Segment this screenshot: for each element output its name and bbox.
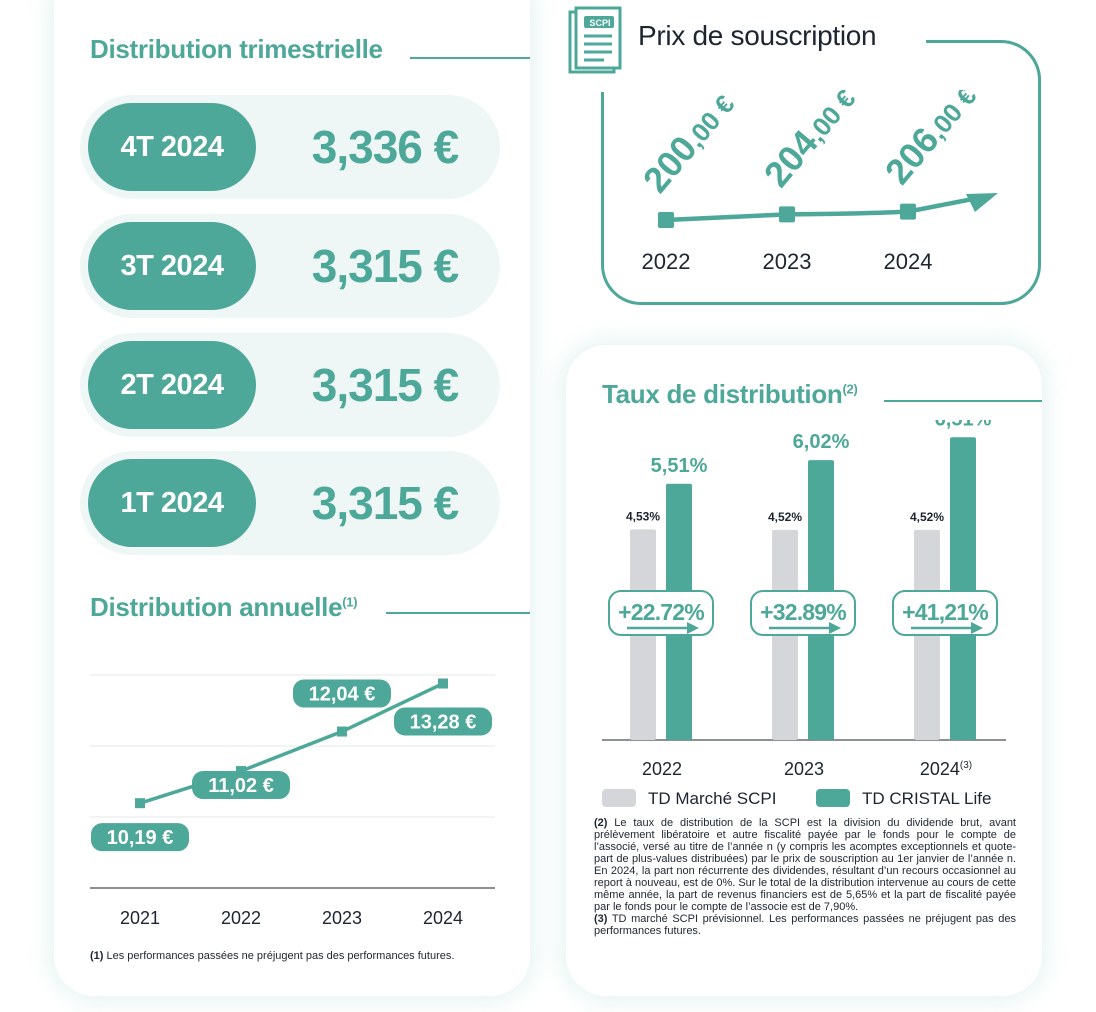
- prix-frame: [601, 40, 1041, 305]
- distribution-rate-chart: 4,53% 5,51% +22.72% 2022 4,52% 6,02% +32.89% 20…: [602, 420, 1006, 779]
- data-point: [337, 726, 347, 737]
- price-label: 204,00 €: [756, 90, 863, 195]
- quarter-amount: 3,315 €: [311, 477, 459, 529]
- footnote-ref: (3): [594, 913, 608, 925]
- price-label: 206,00 €: [877, 90, 984, 192]
- distribution-annuelle-title: Distribution annuelle(1): [90, 592, 358, 623]
- data-label-bg: [394, 707, 492, 736]
- legend-swatch-cristal: [816, 789, 850, 807]
- price-label: 200,00 €: [635, 90, 742, 200]
- data-point: [438, 678, 448, 689]
- data-point: [658, 212, 674, 228]
- icon-label: SCPI: [589, 18, 611, 28]
- title-rule: [884, 400, 1042, 402]
- x-tick-label: 2022: [641, 249, 691, 274]
- legend-swatch-market: [602, 789, 636, 807]
- data-label: 11,02 €: [208, 775, 274, 797]
- document-icon: SCPI: [566, 6, 626, 76]
- prix-title: Prix de souscription: [638, 20, 877, 51]
- taux-title-text: Taux de distribution: [602, 379, 843, 409]
- quarter-pill: 3T 2024: [88, 222, 256, 310]
- title-rule: [386, 612, 530, 614]
- distribution-annuelle-title-text: Distribution annuelle: [90, 592, 343, 622]
- bar-label-market: 4,52%: [768, 510, 802, 524]
- title-superscript: (1): [342, 594, 358, 610]
- growth-label: +22.72%: [618, 599, 704, 625]
- data-label: 13,28 €: [410, 712, 477, 734]
- annual-distribution-chart: 10,19 € 11,02 € 12,04 € 13,28 €: [90, 674, 495, 889]
- footnote-ref: (1): [90, 950, 104, 962]
- data-point: [135, 798, 145, 809]
- bar-cristal: [950, 437, 976, 740]
- legend-label-cristal: TD CRISTAL Life: [862, 789, 992, 808]
- quarter-amount: 3,336 €: [311, 121, 459, 173]
- x-tick-label: 2023: [762, 249, 812, 274]
- arrow-right-icon: [687, 622, 699, 634]
- arrow-right-icon: [829, 622, 841, 634]
- title-rule: [410, 57, 530, 59]
- quarter-pill: 1T 2024: [88, 459, 256, 547]
- quarter-amount: 3,315 €: [311, 240, 459, 292]
- data-label-bg: [293, 679, 391, 708]
- title-superscript: (2): [842, 381, 858, 397]
- footnote-text: TD marché SCPI prévisionnel. Les perform…: [594, 913, 1016, 937]
- arrowhead-icon: [966, 193, 998, 212]
- footnote-2: (2) Le taux de distribution de la SCPI e…: [594, 817, 1016, 937]
- quarter-row: 3T 2024 3,315 €: [80, 214, 500, 318]
- bar-label-cristal: 5,51%: [651, 455, 708, 477]
- data-point: [900, 203, 916, 220]
- subscription-price-chart: 200,00 €204,00 €206,00 €: [635, 90, 998, 228]
- growth-label: +41,21%: [902, 599, 988, 625]
- x-tick-label: 2021: [119, 908, 161, 928]
- legend-label-market: TD Marché SCPI: [648, 789, 777, 808]
- x-tick-label: 2022: [220, 908, 262, 928]
- data-label-bg: [91, 823, 189, 852]
- quarter-pill: 4T 2024: [88, 103, 256, 191]
- x-tick-label: 2023: [784, 759, 824, 779]
- footnote-ref: (2): [594, 817, 608, 829]
- data-point: [779, 206, 795, 223]
- quarter-pill: 2T 2024: [88, 341, 256, 429]
- prix-frame-top: [926, 40, 1041, 80]
- quarter-row: 2T 2024 3,315 €: [80, 333, 500, 437]
- footnote-text: Le taux de distribution de la SCPI est l…: [594, 817, 1016, 913]
- bar-label-cristal: 6,02%: [793, 431, 850, 453]
- x-tick-label: 2023: [321, 908, 363, 928]
- quarter-amount: 3,315 €: [311, 359, 459, 411]
- bar-label-market: 4,52%: [910, 510, 944, 524]
- growth-label: +32.89%: [760, 599, 846, 625]
- series-line: [665, 197, 971, 223]
- x-tick-label: 2022: [642, 759, 682, 779]
- data-label-bg: [192, 771, 290, 800]
- footnote-text: Les performances passées ne préjugent pa…: [103, 950, 455, 962]
- x-tick-label: 2024: [422, 908, 464, 928]
- taux-title: Taux de distribution(2): [602, 379, 858, 410]
- footnote-1: (1) Les performances passées ne préjugen…: [90, 950, 510, 962]
- series-line: [139, 681, 444, 805]
- x-tick-superscript: (3): [960, 760, 972, 771]
- x-tick-label: 2024: [883, 249, 933, 274]
- distribution-trimestrielle-title: Distribution trimestrielle: [90, 34, 383, 64]
- quarter-row: 1T 2024 3,315 €: [80, 451, 500, 555]
- x-tick-label: 2024(3): [920, 759, 972, 779]
- data-label: 10,19 €: [107, 827, 174, 849]
- quarter-row: 4T 2024 3,336 €: [80, 95, 500, 199]
- arrow-right-icon: [971, 622, 983, 634]
- bar-label-cristal: 6,51%: [935, 420, 992, 430]
- data-label: 12,04 €: [309, 684, 376, 706]
- bar-label-market: 4,53%: [626, 509, 660, 523]
